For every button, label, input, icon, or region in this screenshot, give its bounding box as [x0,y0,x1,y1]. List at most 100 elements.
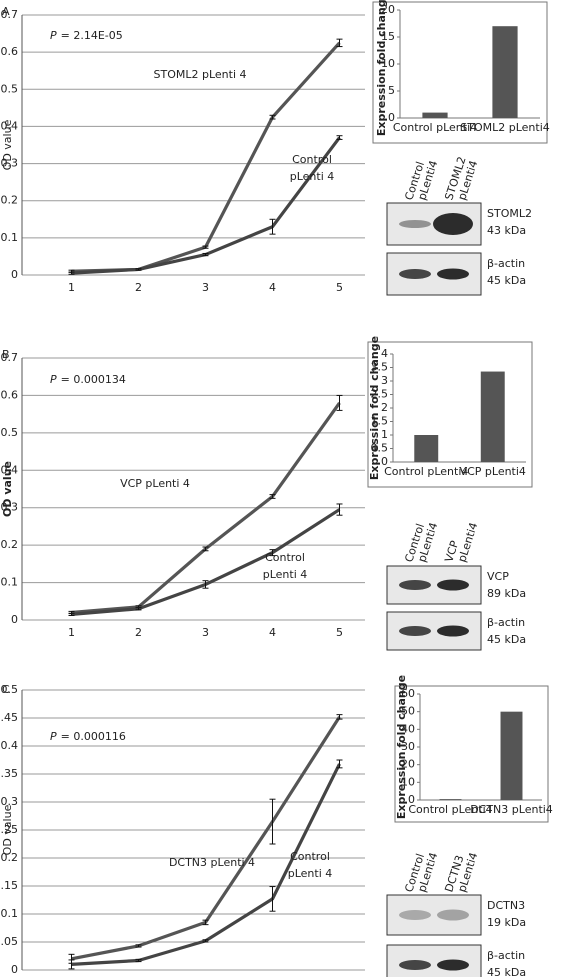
y-tick-label: 3.5 [371,361,389,374]
error-bar [135,268,142,271]
y-tick-label: 0.2 [1,851,19,864]
error-bar [68,959,75,970]
error-bar [135,607,142,611]
error-bar [135,944,142,948]
blot-label: 45 kDa [487,633,526,646]
blot-label: 19 kDa [487,916,526,929]
y-tick-label: 5 [388,84,395,97]
y-tick-label: 0.5 [1,683,19,696]
blot-label: DCTN3 [487,899,525,912]
x-tick-label: 5 [336,626,343,639]
error-bar [135,958,142,963]
panel-letter: B [2,348,10,361]
x-tick-label: 5 [336,281,343,294]
band [437,909,469,921]
error-bar [269,114,276,120]
y-tick-label: 0 [11,613,18,626]
error-bar [68,271,75,275]
x-tick-label: 2 [135,626,142,639]
y-tick-label: 15 [381,30,395,43]
p-text: = 0.000116 [61,730,126,743]
y-tick-label: 0.25 [0,823,18,836]
p-symbol: P [50,730,57,743]
band [437,625,469,637]
y-tick-label: 30 [401,740,415,753]
error-bar [202,252,209,257]
y-tick-label: 0.1 [1,231,19,244]
y-axis-label: OD value [1,119,14,170]
y-tick-label: 3 [381,374,388,387]
series-label: Control [265,551,305,564]
series-label: Control [292,153,332,166]
y-tick-label: 60 [401,687,415,700]
series-label: DCTN3 pLenti 4 [169,856,255,869]
band [399,269,431,279]
y-tick-label: 1 [381,428,388,441]
error-bar [269,494,276,499]
y-tick-label: 0.7 [1,8,19,21]
y-tick-label: 0.5 [371,442,389,455]
band [433,213,473,235]
error-bar [269,549,276,557]
inset-frame [394,685,549,823]
y-tick-label: 0 [11,268,18,281]
error-bar [336,503,343,516]
x-tick-label: 2 [135,281,142,294]
p-symbol: P [50,29,57,42]
y-tick-label: 0.5 [1,82,19,95]
y-tick-label: 1.5 [371,415,389,428]
y-tick-label: 0.4 [1,119,19,132]
band [437,268,469,280]
series-label: Control [290,850,330,863]
x-tick-label: Control pLenti4 [408,803,492,816]
series-label: pLenti 4 [263,568,308,581]
blot-label: STOML2 [487,207,532,220]
y-axis-label: Expression fold change [375,0,388,136]
blot-label: 89 kDa [487,587,526,600]
inset-frame [372,1,548,144]
blot-label: 45 kDa [487,966,526,977]
y-axis-label: OD value [1,461,14,517]
error-bar [336,394,343,411]
error-bar [269,798,276,845]
x-tick-label: Control pLenti4 [384,465,468,478]
y-tick-label: 0 [381,455,388,468]
error-bar [202,580,209,589]
blot-label: 45 kDa [487,274,526,287]
error-bar [202,245,209,249]
blot [386,894,482,936]
y-tick-label: 0.4 [1,463,19,476]
panel-letter: A [2,5,10,18]
x-tick-label: 1 [68,281,75,294]
error-bar [336,38,343,48]
bar [439,799,462,800]
y-tick-label: 0 [408,793,415,806]
series-label: STOML2 pLenti 4 [154,68,247,81]
bar [492,26,518,119]
p-value: P = 0.000134 [50,373,126,386]
y-axis-label: Expression fold change [368,336,381,480]
y-axis-label: OD value [1,804,14,855]
bar [414,435,439,462]
blot-label: VCP [487,570,509,583]
bar [422,112,448,118]
y-tick-label: 0.45 [0,711,18,724]
x-tick-label: DCTN3 pLenti4 [470,803,553,816]
y-tick-label: 0.7 [1,351,19,364]
y-tick-label: 0.1 [1,576,19,589]
blot-label: β-actin [487,949,525,962]
blot [386,944,482,977]
y-tick-label: 0 [388,111,395,124]
y-tick-label: 2.5 [371,388,389,401]
y-tick-label: 2 [381,401,388,414]
error-bar [336,759,343,769]
band [399,910,431,920]
x-tick-label: VCP pLenti4 [460,465,526,478]
bar [500,711,523,800]
series-label: VCP pLenti 4 [120,477,190,490]
error-bar [336,135,343,140]
error-bar [68,612,75,617]
y-tick-label: 0.35 [0,767,18,780]
